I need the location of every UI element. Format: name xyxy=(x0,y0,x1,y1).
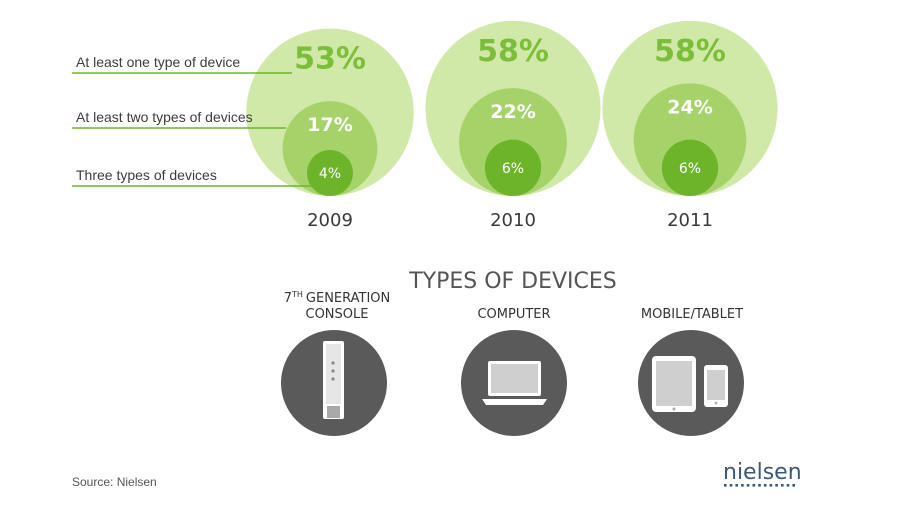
console-label-superscript: TH xyxy=(291,290,303,299)
bubble-middle-2009 xyxy=(282,101,378,196)
tablet-phone-icon xyxy=(638,330,744,436)
year-label-2010: 2010 xyxy=(490,210,536,231)
bubble-inner-2009 xyxy=(307,150,353,196)
laptop-icon xyxy=(461,330,567,436)
nielsen-logo-text: nielsen xyxy=(723,460,802,485)
source-note: Source: Nielsen xyxy=(72,475,157,489)
bubble-groups: 53% 17% 4% 2009 58% 22% 6% 2010 58% 24% 6% 2011 xyxy=(246,20,778,231)
label-three-devices-2010: 6% xyxy=(502,161,524,177)
bubble-inner-2010 xyxy=(484,139,542,196)
nielsen-logo: nielsen xyxy=(723,460,802,487)
label-three-devices-2009: 4% xyxy=(319,166,341,182)
legend-label-1: At least one type of device xyxy=(76,54,240,70)
console-label-generation: GENERATION xyxy=(306,291,390,306)
logo-dot xyxy=(792,484,795,487)
year-label-2011: 2011 xyxy=(667,210,713,231)
mobile-tablet-label: MOBILE/TABLET xyxy=(641,307,743,322)
console-label-line2: CONSOLE xyxy=(306,307,369,322)
legend-label-2: At least two types of devices xyxy=(76,109,253,125)
console-label-line1: 7TH GENERATION xyxy=(284,290,391,306)
bubble-group-2009: 53% 17% 4% 2009 xyxy=(246,28,414,231)
logo-dot xyxy=(735,484,738,487)
nielsen-logo-dots xyxy=(724,484,795,487)
label-one-device-2010: 58% xyxy=(477,34,549,69)
bubble-inner-2011 xyxy=(661,139,719,196)
computer-label: COMPUTER xyxy=(477,307,550,322)
logo-dot xyxy=(775,484,778,487)
label-one-device-2011: 58% xyxy=(654,34,726,69)
bubble-group-2010: 58% 22% 6% 2010 xyxy=(425,20,601,231)
bubble-group-2011: 58% 24% 6% 2011 xyxy=(602,20,778,231)
logo-dot xyxy=(763,484,767,487)
label-three-devices-2011: 6% xyxy=(679,161,701,177)
logo-dot xyxy=(752,484,756,487)
logo-dot xyxy=(741,484,744,487)
year-label-2009: 2009 xyxy=(307,210,353,231)
label-one-device-2009: 53% xyxy=(294,42,366,77)
logo-dot xyxy=(724,484,727,487)
console-icon xyxy=(281,330,387,436)
logo-dot xyxy=(781,484,784,487)
console-label-prefix: 7 xyxy=(284,291,292,306)
logo-dot xyxy=(786,484,790,487)
legend: At least one type of device At least two … xyxy=(72,54,314,187)
logo-dot xyxy=(758,484,761,487)
label-two-devices-2009: 17% xyxy=(307,114,352,136)
label-two-devices-2010: 22% xyxy=(490,101,535,123)
logo-dot xyxy=(729,484,733,487)
label-two-devices-2011: 24% xyxy=(667,96,712,118)
legend-label-3: Three types of devices xyxy=(76,167,217,183)
logo-dot xyxy=(746,484,750,487)
devices-section-title: TYPES OF DEVICES xyxy=(408,269,617,294)
logo-dot xyxy=(769,484,773,487)
